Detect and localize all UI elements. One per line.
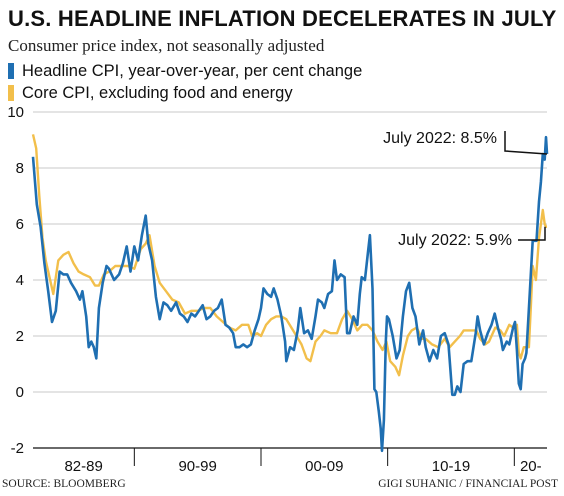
annotation-headline: July 2022: 8.5% <box>383 130 497 147</box>
y-tick-label: 6 <box>16 216 24 233</box>
x-tick-label: 90-99 <box>178 458 216 475</box>
annotation-leader-core <box>518 226 546 241</box>
credit-note: GIGI SUHANIC / FINANCIAL POST <box>378 478 558 490</box>
source-note: SOURCE: BLOOMBERG <box>2 478 126 490</box>
series-line-core <box>31 134 548 377</box>
y-tick-label: 8 <box>16 160 24 177</box>
chart-subtitle: Consumer price index, not seasonally adj… <box>8 36 325 55</box>
legend-label-headline: Headline CPI, year-over-year, per cent c… <box>22 61 363 80</box>
legend-label-core: Core CPI, excluding food and energy <box>22 83 293 102</box>
x-tick-label: 20- <box>520 458 542 475</box>
x-tick-label: 10-19 <box>432 458 470 475</box>
x-tick-label: 82-89 <box>64 458 102 475</box>
annotation-core: July 2022: 5.9% <box>398 232 512 249</box>
series-line-headline <box>31 135 549 453</box>
y-tick-label: 4 <box>16 272 24 289</box>
y-tick-label: 0 <box>16 384 24 401</box>
legend-item-core: Core CPI, excluding food and energy <box>8 82 362 104</box>
legend-item-headline: Headline CPI, year-over-year, per cent c… <box>8 60 362 82</box>
chart-legend: Headline CPI, year-over-year, per cent c… <box>8 60 362 104</box>
legend-swatch-core <box>8 85 14 101</box>
legend-swatch-headline <box>8 63 14 79</box>
chart-title: U.S. HEADLINE INFLATION DECELERATES IN J… <box>8 6 557 31</box>
y-tick-label: 2 <box>16 328 24 345</box>
y-tick-label: -2 <box>11 440 24 457</box>
y-tick-label: 10 <box>7 104 24 121</box>
x-tick-label: 00-09 <box>305 458 343 475</box>
annotation-leader-headline <box>504 131 548 155</box>
